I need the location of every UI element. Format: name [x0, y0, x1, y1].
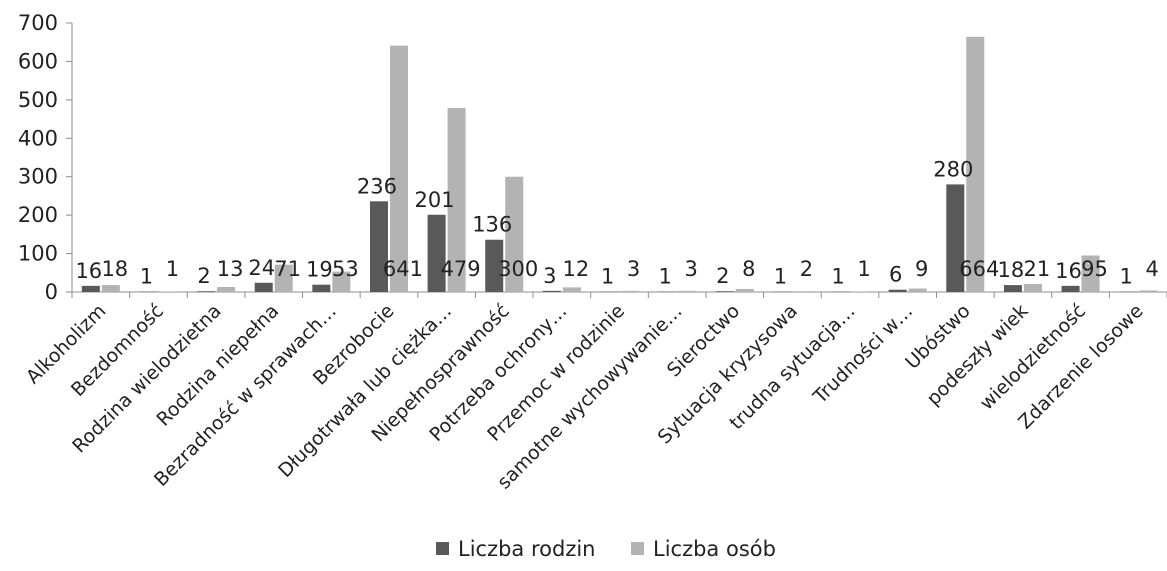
data-label-liczba-osob: 8 [742, 257, 755, 281]
bar-liczba-osob [274, 264, 293, 292]
y-tick-label: 300 [18, 165, 58, 189]
bar-liczba-osob [1023, 283, 1042, 292]
bar-liczba-rodzin [1003, 285, 1022, 292]
data-label-liczba-osob: 1 [857, 257, 870, 281]
bar-liczba-rodzin [485, 239, 504, 292]
bar-liczba-osob [505, 176, 524, 292]
bar-liczba-rodzin [427, 214, 446, 292]
data-label-liczba-rodzin: 19 [306, 258, 333, 282]
data-label-liczba-rodzin: 18 [998, 258, 1025, 282]
bar-liczba-osob [620, 290, 639, 292]
bar-liczba-osob [447, 107, 466, 292]
legend: Liczba rodzin Liczba osób [436, 537, 776, 561]
data-label-liczba-osob: 4 [1145, 257, 1158, 281]
data-label-liczba-rodzin: 2 [716, 264, 729, 288]
data-label-liczba-rodzin: 1 [831, 265, 844, 289]
bar-liczba-osob [562, 287, 581, 292]
data-label-liczba-osob: 300 [498, 257, 538, 281]
x-tick-label: wielodzietność [976, 300, 1090, 414]
bar-liczba-rodzin [197, 291, 216, 292]
x-tick-label: podeszły wiek [922, 300, 1032, 410]
bar-liczba-rodzin [369, 201, 388, 292]
bar-liczba-rodzin [1061, 285, 1080, 292]
data-label-liczba-osob: 53 [332, 257, 359, 281]
bar-liczba-osob [793, 291, 812, 292]
bar-liczba-rodzin [312, 284, 331, 292]
data-label-liczba-osob: 2 [800, 257, 813, 281]
data-label-liczba-rodzin: 1 [658, 265, 671, 289]
data-label-liczba-osob: 1 [166, 257, 179, 281]
bar-liczba-osob [1081, 255, 1100, 292]
data-label-liczba-rodzin: 1 [140, 265, 153, 289]
y-tick-label: 400 [18, 126, 58, 150]
data-label-liczba-rodzin: 16 [1055, 259, 1082, 283]
data-label-liczba-osob: 12 [563, 257, 590, 281]
data-label-liczba-osob: 71 [274, 257, 301, 281]
legend-label-liczba-rodzin: Liczba rodzin [458, 537, 596, 561]
data-label-liczba-rodzin: 3 [543, 264, 556, 288]
data-label-liczba-osob: 479 [441, 257, 481, 281]
data-label-liczba-rodzin: 280 [933, 157, 973, 181]
y-tick-label: 100 [18, 242, 58, 266]
bar-liczba-rodzin [715, 291, 734, 292]
data-label-liczba-rodzin: 236 [357, 174, 397, 198]
data-label-liczba-osob: 13 [217, 257, 244, 281]
data-label-liczba-rodzin: 2 [197, 264, 210, 288]
legend-swatch-liczba-osob [631, 542, 644, 555]
data-label-liczba-rodzin: 136 [472, 213, 512, 237]
bar-liczba-rodzin [254, 282, 273, 292]
data-label-liczba-osob: 18 [101, 257, 128, 281]
axes: 0 100 200 300 400 500 600 700 [18, 11, 1167, 304]
data-label-liczba-osob: 9 [915, 257, 928, 281]
bar-liczba-osob [389, 45, 408, 293]
legend-label-liczba-osob: Liczba osób [653, 537, 776, 561]
y-tick-label: 0 [45, 280, 58, 304]
bar-liczba-osob [735, 288, 754, 292]
bar-liczba-osob [966, 36, 985, 292]
data-label-liczba-osob: 3 [627, 257, 640, 281]
data-label-liczba-osob: 3 [684, 257, 697, 281]
x-tick-label: Trudności w… [809, 300, 918, 409]
y-tick-label: 500 [18, 88, 58, 112]
data-label-liczba-osob: 21 [1024, 257, 1051, 281]
data-label-liczba-rodzin: 1 [601, 265, 614, 289]
data-label-liczba-rodzin: 24 [248, 256, 275, 280]
data-label-liczba-rodzin: 6 [889, 263, 902, 287]
bar-liczba-osob [1139, 290, 1158, 292]
bar-liczba-osob [678, 290, 697, 292]
bar-liczba-osob [217, 287, 236, 292]
y-tick-label: 700 [18, 11, 58, 35]
bar-liczba-rodzin [888, 289, 907, 292]
legend-swatch-liczba-rodzin [436, 542, 449, 555]
data-label-liczba-rodzin: 1 [774, 265, 787, 289]
bar-liczba-rodzin [81, 285, 100, 292]
bars [81, 36, 1158, 293]
bar-liczba-rodzin [946, 184, 965, 292]
bar-liczba-osob [332, 271, 351, 292]
bar-liczba-osob [101, 285, 120, 292]
data-label-liczba-rodzin: 201 [415, 188, 455, 212]
data-label-liczba-rodzin: 1 [1119, 265, 1132, 289]
y-tick-label: 600 [18, 49, 58, 73]
data-label-liczba-osob: 641 [383, 257, 423, 281]
bar-liczba-osob [908, 288, 927, 292]
y-tick-label: 200 [18, 203, 58, 227]
bar-liczba-rodzin [542, 290, 561, 292]
data-label-liczba-osob: 664 [959, 257, 999, 281]
data-label-liczba-rodzin: 16 [75, 259, 102, 283]
data-label-liczba-osob: 95 [1081, 257, 1108, 281]
